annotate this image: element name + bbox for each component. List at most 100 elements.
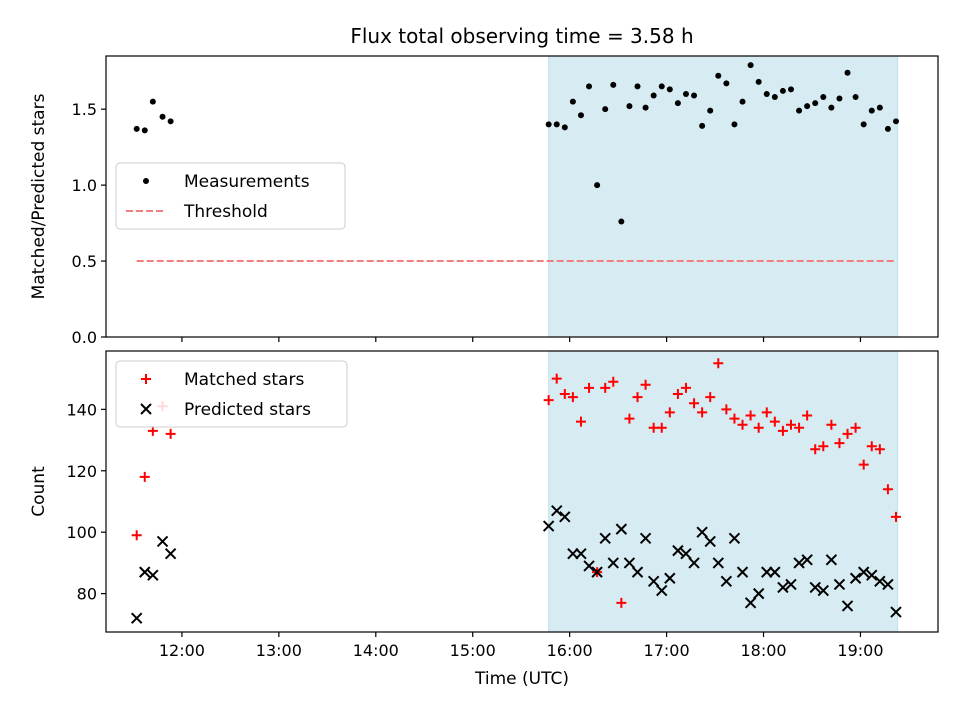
data-point — [672, 544, 684, 557]
data-point — [707, 107, 714, 114]
data-point — [656, 422, 667, 433]
legend-box — [115, 162, 346, 230]
data-point — [763, 90, 770, 97]
data-point — [586, 83, 593, 90]
legend-label: Predicted stars — [184, 400, 311, 420]
data-point — [882, 578, 894, 591]
data-point — [804, 103, 811, 110]
data-point — [672, 388, 683, 399]
data-point — [616, 597, 627, 608]
data-point — [721, 404, 732, 415]
data-point — [796, 107, 803, 114]
data-point — [842, 428, 853, 439]
data-point — [567, 392, 578, 403]
data-point — [551, 504, 563, 517]
data-point — [607, 557, 619, 569]
data-point — [656, 584, 668, 597]
data-point — [674, 100, 681, 107]
x-tick-label: 16:00 — [547, 641, 593, 660]
legend-label: Measurements — [184, 172, 310, 192]
data-point — [876, 104, 883, 111]
data-point — [165, 428, 176, 439]
data-point — [728, 532, 741, 545]
axes-frame — [105, 350, 939, 633]
data-point — [857, 566, 870, 578]
data-point — [729, 413, 740, 424]
legend-entry: Measurements — [143, 172, 310, 192]
data-point — [647, 575, 660, 588]
data-point — [594, 182, 601, 189]
data-point — [868, 107, 875, 114]
x-axis — [181, 337, 862, 342]
y-tick-label: 100 — [66, 523, 97, 542]
y-tick-label: 120 — [66, 462, 97, 481]
data-point — [820, 94, 827, 101]
data-point — [874, 575, 886, 588]
data-point — [569, 98, 576, 105]
legend-marker — [143, 178, 149, 184]
data-point — [680, 547, 692, 560]
data-point — [866, 441, 877, 452]
data-point — [689, 398, 700, 409]
data-point — [745, 410, 756, 421]
series-predicted-stars — [130, 504, 902, 624]
data-point — [834, 438, 845, 449]
data-point — [626, 103, 633, 110]
data-point — [833, 578, 846, 591]
x-tick-label: 17:00 — [644, 641, 690, 660]
data-point — [723, 80, 730, 87]
y-axis: 80 100 120 140 — [66, 400, 106, 604]
x-axis-label: Time (UTC) — [474, 669, 569, 689]
data-point — [682, 90, 689, 97]
data-point — [704, 535, 716, 548]
data-point — [139, 471, 150, 482]
data-point — [731, 121, 738, 128]
data-point — [697, 407, 708, 418]
data-point — [849, 572, 862, 584]
data-point — [841, 600, 854, 612]
data-point — [650, 92, 657, 99]
data-point — [809, 581, 821, 594]
data-point — [737, 419, 748, 430]
data-point — [553, 121, 560, 128]
legend-marker — [140, 403, 152, 415]
y-tick-label: 80 — [77, 585, 97, 604]
ratio-panel: 0.0 0.5 1.0 1.5 Matched/Predicted stars Measu… — [29, 55, 939, 347]
data-point — [771, 94, 778, 101]
data-point — [691, 92, 698, 99]
y-axis-label: Matched/Predicted stars — [29, 93, 49, 299]
data-point — [623, 557, 636, 569]
data-point — [551, 373, 562, 384]
data-point — [542, 520, 555, 532]
y-tick-label: 0.0 — [72, 328, 97, 347]
data-point — [787, 86, 794, 93]
data-point — [583, 560, 595, 572]
data-point — [713, 358, 724, 369]
data-point — [785, 419, 796, 430]
data-point — [584, 382, 595, 393]
data-point — [779, 87, 786, 94]
data-point — [860, 121, 867, 128]
data-point — [817, 584, 830, 597]
data-point — [874, 444, 885, 455]
data-point — [559, 511, 571, 523]
data-point — [559, 388, 570, 399]
data-point — [658, 83, 665, 90]
observing-span-shading — [548, 55, 899, 338]
data-point — [705, 392, 716, 403]
data-point — [133, 125, 140, 132]
data-point — [664, 407, 675, 418]
data-point — [753, 422, 764, 433]
data-point — [164, 547, 177, 560]
y-tick-label: 1.0 — [72, 176, 97, 195]
plot-area — [130, 358, 902, 624]
data-point — [610, 81, 617, 88]
data-point — [739, 98, 746, 105]
legend-entry: Predicted stars — [140, 400, 311, 420]
observing-span-shading — [548, 350, 899, 633]
data-point — [826, 419, 837, 430]
y-axis-label: Count — [29, 466, 49, 517]
data-point — [147, 569, 159, 581]
data-point — [634, 83, 641, 90]
data-point — [599, 532, 611, 545]
